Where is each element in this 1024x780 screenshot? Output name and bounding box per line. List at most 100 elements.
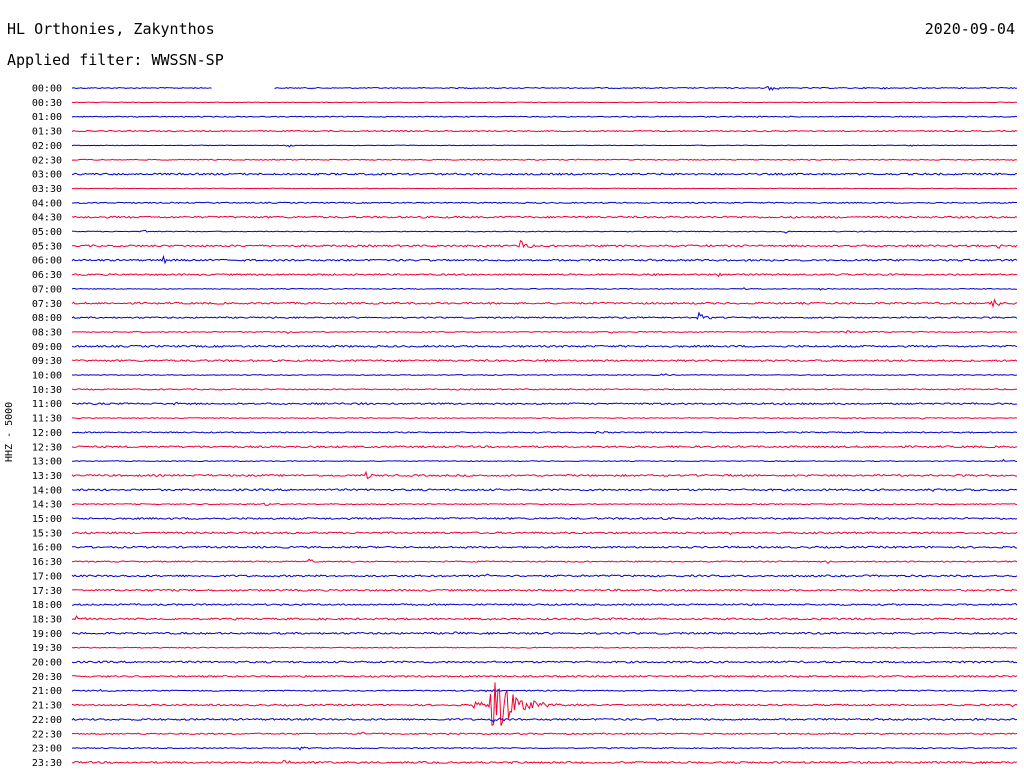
- trace-line: [71, 660, 1018, 664]
- trace-line: [71, 646, 1018, 649]
- trace-line: [71, 731, 1018, 736]
- trace-line: [71, 516, 1018, 521]
- time-tick-label: 14:00: [32, 485, 62, 496]
- time-tick-label: 19:30: [32, 643, 62, 654]
- trace-line: [71, 388, 1018, 391]
- time-tick-label: 00:00: [32, 84, 62, 95]
- time-tick-label: 00:30: [32, 98, 62, 109]
- trace-line: [71, 401, 1018, 406]
- time-tick-label: 13:30: [32, 471, 62, 482]
- filter-label: Applied filter: WWSSN-SP: [7, 51, 224, 69]
- time-tick-label: 04:00: [32, 198, 62, 209]
- time-tick-label: 23:00: [32, 744, 62, 755]
- trace-line: [71, 445, 1018, 449]
- trace-line: [71, 311, 1018, 320]
- time-tick-label: 10:00: [32, 371, 62, 382]
- time-tick-label: 17:30: [32, 586, 62, 597]
- time-tick-label: 22:00: [32, 715, 62, 726]
- trace-line: [71, 229, 1018, 234]
- time-tick-label: 22:30: [32, 729, 62, 740]
- trace-line: [71, 458, 1018, 463]
- trace-line: [71, 144, 1018, 148]
- trace-line: [71, 287, 1018, 291]
- trace-line: [71, 488, 1018, 492]
- trace-line: [71, 760, 1018, 765]
- trace-line: [71, 187, 1018, 190]
- time-tick-label: 03:00: [32, 170, 62, 181]
- trace-line: [71, 158, 1018, 161]
- time-tick-label: 12:30: [32, 442, 62, 453]
- station-title: HL Orthonies, Zakynthos: [7, 20, 215, 38]
- trace-line: [71, 588, 1018, 592]
- time-tick-label: 02:30: [32, 155, 62, 166]
- trace-line: [71, 272, 1018, 278]
- time-tick-label: 10:30: [32, 385, 62, 396]
- time-tick-label: 01:00: [32, 112, 62, 123]
- time-tick-label: 08:30: [32, 327, 62, 338]
- trace-line: [71, 470, 1018, 480]
- trace-line: [71, 86, 1018, 91]
- trace-line: [71, 573, 1018, 578]
- time-tick-label: 01:30: [32, 127, 62, 138]
- trace-line: [71, 373, 1018, 377]
- trace-line: [71, 502, 1018, 506]
- trace-line: [71, 358, 1018, 363]
- trace-line: [71, 201, 1018, 204]
- trace-line: [71, 239, 1018, 249]
- trace-line: [71, 417, 1018, 420]
- time-tick-label: 09:30: [32, 356, 62, 367]
- time-tick-label: 03:30: [32, 184, 62, 195]
- trace-line: [71, 545, 1018, 549]
- trace-line: [71, 631, 1018, 635]
- time-tick-label: 11:30: [32, 414, 62, 425]
- time-tick-label: 11:00: [32, 399, 62, 410]
- trace-line: [71, 688, 1018, 693]
- time-tick-label: 05:00: [32, 227, 62, 238]
- trace-line: [71, 298, 1018, 309]
- trace-line: [71, 254, 1018, 265]
- trace-line: [71, 531, 1018, 536]
- date-label: 2020-09-04: [924, 20, 1015, 38]
- time-tick-label: 16:00: [32, 543, 62, 554]
- time-tick-label: 16:30: [32, 557, 62, 568]
- time-tick-label: 15:30: [32, 528, 62, 539]
- time-tick-label: 09:00: [32, 342, 62, 353]
- trace-line: [71, 674, 1018, 679]
- time-tick-label: 04:30: [32, 213, 62, 224]
- time-tick-label: 06:00: [32, 256, 62, 267]
- time-tick-label: 17:00: [32, 571, 62, 582]
- time-tick-label: 07:30: [32, 299, 62, 310]
- time-tick-label: 18:00: [32, 600, 62, 611]
- time-tick-label: 08:00: [32, 313, 62, 324]
- time-tick-label: 21:00: [32, 686, 62, 697]
- trace-line: [71, 615, 1018, 621]
- trace-line: [71, 129, 1018, 133]
- time-tick-label: 12:00: [32, 428, 62, 439]
- time-tick-label: 02:00: [32, 141, 62, 152]
- trace-line: [71, 746, 1018, 751]
- time-tick-label: 06:30: [32, 270, 62, 281]
- time-tick-label: 14:30: [32, 500, 62, 511]
- time-tick-label: 19:00: [32, 629, 62, 640]
- trace-line: [71, 558, 1018, 565]
- trace-line: [71, 215, 1018, 219]
- time-tick-label: 07:00: [32, 284, 62, 295]
- trace-line: [71, 717, 1018, 723]
- trace-line: [71, 602, 1018, 607]
- trace-line: [71, 172, 1018, 176]
- time-tick-label: 13:00: [32, 457, 62, 468]
- time-tick-label: 20:30: [32, 672, 62, 683]
- time-tick-label: 18:30: [32, 614, 62, 625]
- time-tick-label: 20:00: [32, 658, 62, 669]
- time-tick-label: 05:30: [32, 241, 62, 252]
- time-tick-label: 21:30: [32, 701, 62, 712]
- trace-line: [71, 682, 1018, 727]
- trace-line: [71, 115, 1018, 118]
- trace-line: [71, 430, 1018, 434]
- trace-line: [71, 344, 1018, 348]
- trace-line: [71, 101, 1018, 104]
- time-tick-label: 15:00: [32, 514, 62, 525]
- time-tick-label: 23:30: [32, 758, 62, 769]
- trace-line: [71, 330, 1018, 335]
